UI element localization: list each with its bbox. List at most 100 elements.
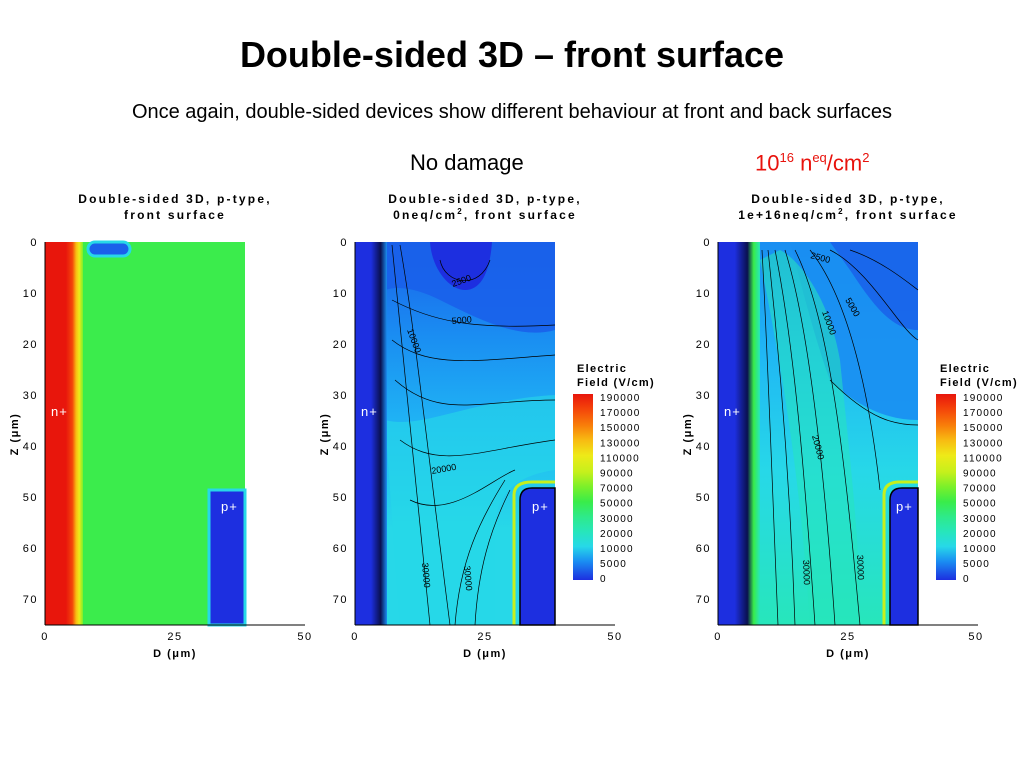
legend-value-label: 90000 — [963, 469, 997, 480]
plot-c-contour-line — [809, 249, 881, 491]
plot-b-field: 2500 5000 10000 20000 30000 30000 n+ p+ — [355, 242, 556, 626]
plot-c-contour-line — [761, 249, 779, 626]
legend-value-label: 190000 — [600, 393, 641, 404]
plot-c-n-column — [718, 242, 760, 625]
plot-c-x-ticks: 0 25 50 — [714, 631, 983, 643]
plot-c-x-tick-label: 0 — [714, 631, 722, 643]
plot-b-contour-lines — [391, 244, 556, 626]
plot-a: Double-sided 3D, p-type, front surface n… — [9, 192, 312, 660]
plot-b-contour-line — [409, 469, 516, 506]
fluence-tail-sup: 2 — [862, 150, 870, 165]
plot-c-y-tick-label: 50 — [696, 492, 711, 504]
legend-value-label: 150000 — [600, 423, 641, 434]
plot-c-y-tick-label: 20 — [696, 339, 711, 351]
plot-b-y-tick-label: 0 — [340, 237, 348, 249]
plot-b-contour-line — [391, 244, 431, 626]
plot-c-title-line2-sup: 2 — [838, 207, 845, 216]
plot-a-y-tick-label: 20 — [23, 339, 38, 351]
legend-value-label: 170000 — [963, 408, 1004, 419]
plot-c-region-p: p+ — [896, 499, 913, 514]
legend-value-label: 5000 — [600, 559, 627, 570]
plot-c-high-field-band — [760, 250, 860, 625]
plot-a-y-tick-label: 30 — [23, 390, 38, 402]
plot-c-x-tick-label: 50 — [968, 631, 983, 643]
plot-c-y-tick-label: 40 — [696, 441, 711, 453]
plot-a-y-tick-label: 70 — [23, 594, 38, 606]
legend-value-label: 190000 — [963, 393, 1004, 404]
plot-b-legend-title-line1: Electric — [577, 363, 627, 375]
slide-title: Double-sided 3D – front surface — [239, 34, 785, 75]
plot-a-y-tick-label: 60 — [23, 543, 38, 555]
plot-c-legend: Electric Field (V/cm) 190000 170000 150000… — [936, 363, 1018, 585]
plot-b-title-line2-pre: 0neq/cm — [393, 208, 457, 222]
plot-a-title-line1: Double-sided 3D, p-type, — [78, 192, 271, 206]
plot-a-region-p: p+ — [221, 499, 238, 514]
plot-c-region-n: n+ — [724, 404, 741, 419]
plot-c-y-ticks: 0 10 20 30 40 50 60 70 — [696, 237, 711, 606]
plot-b-y-tick-label: 60 — [333, 543, 348, 555]
legend-value-label: 20000 — [963, 529, 997, 540]
plot-a-n-column — [45, 242, 83, 625]
plot-c-title-line2-post: , front surface — [845, 208, 958, 222]
legend-value-label: 110000 — [963, 453, 1003, 464]
plot-c-x-tick-label: 25 — [840, 631, 855, 643]
plot-b-contour-label: 30000 — [462, 565, 474, 591]
plot-c-contour-line — [849, 249, 919, 291]
plot-c-y-tick-label: 60 — [696, 543, 711, 555]
plot-c-contour-label: 30000 — [855, 555, 866, 580]
plot-a-y-tick-label: 10 — [23, 288, 38, 300]
fluence-unit: n — [793, 150, 813, 176]
plot-a-y-ticks: 0 10 20 30 40 50 60 70 — [23, 237, 38, 606]
plot-c-y-tick-label: 30 — [696, 390, 711, 402]
plot-a-y-label: Z (μm) — [9, 413, 21, 456]
plot-b-x-tick-label: 25 — [477, 631, 492, 643]
plot-c-p-edge — [882, 480, 918, 625]
plot-c-legend-bar — [936, 394, 956, 580]
plot-a-x-ticks: 0 25 50 — [41, 631, 312, 643]
plot-a-x-label: D (μm) — [153, 648, 197, 660]
legend-value-label: 130000 — [600, 438, 641, 449]
plot-b-title-line2-post: , front surface — [464, 208, 577, 222]
legend-value-label: 10000 — [600, 544, 634, 555]
plot-b-y-tick-label: 20 — [333, 339, 348, 351]
plot-c-legend-title-line2: Field (V/cm) — [940, 377, 1018, 389]
legend-value-label: 110000 — [600, 453, 640, 464]
legend-value-label: 90000 — [600, 469, 634, 480]
legend-value-label: 30000 — [600, 514, 634, 525]
plot-b-y-tick-label: 70 — [333, 594, 348, 606]
plot-b-y-tick-label: 30 — [333, 390, 348, 402]
legend-value-label: 50000 — [600, 499, 634, 510]
plot-b-legend-bar — [573, 394, 593, 580]
plot-c-y-tick-label: 70 — [696, 594, 711, 606]
plot-b-region-p: p+ — [532, 499, 549, 514]
plot-b-y-ticks: 0 10 20 30 40 50 60 70 — [333, 237, 348, 606]
plot-b-x-tick-label: 0 — [351, 631, 359, 643]
plot-c-lowest-field — [830, 242, 918, 330]
plot-b-region-n: n+ — [361, 404, 378, 419]
slide-subtitle: Once again, double-sided devices show di… — [131, 101, 893, 123]
plot-b-x-tick-label: 50 — [607, 631, 622, 643]
legend-value-label: 70000 — [963, 484, 997, 495]
plot-b-y-tick-label: 10 — [333, 288, 348, 300]
plot-c-legend-labels: 190000 170000 150000 130000 110000 90000 70000… — [963, 393, 1004, 585]
legend-value-label: 5000 — [963, 559, 990, 570]
legend-value-label: 170000 — [600, 408, 641, 419]
plot-b-y-tick-label: 50 — [333, 492, 348, 504]
plot-c-contour-line — [774, 249, 816, 626]
plot-b-contour-line — [399, 439, 556, 457]
plot-b-n-column — [355, 242, 387, 625]
plot-b-contour-label: 30000 — [420, 562, 432, 588]
plot-b-x-label: D (μm) — [463, 648, 507, 660]
plot-a-x-tick-label: 50 — [297, 631, 312, 643]
plot-b-legend: Electric Field (V/cm) 190000 170000 150000… — [573, 363, 654, 585]
plot-b: Double-sided 3D, p-type, 0neq/cm2, front… — [319, 192, 654, 660]
legend-value-label: 130000 — [963, 438, 1004, 449]
plot-c-title-line2-pre: 1e+16neq/cm — [738, 208, 838, 222]
plot-b-contour-line — [454, 479, 506, 626]
fluence-exponent: 16 — [779, 150, 794, 165]
plot-b-top-dip — [430, 242, 492, 290]
legend-value-label: 0 — [600, 574, 607, 585]
plot-a-region-n: n+ — [51, 404, 68, 419]
plot-a-field: n+ p+ — [45, 240, 247, 627]
